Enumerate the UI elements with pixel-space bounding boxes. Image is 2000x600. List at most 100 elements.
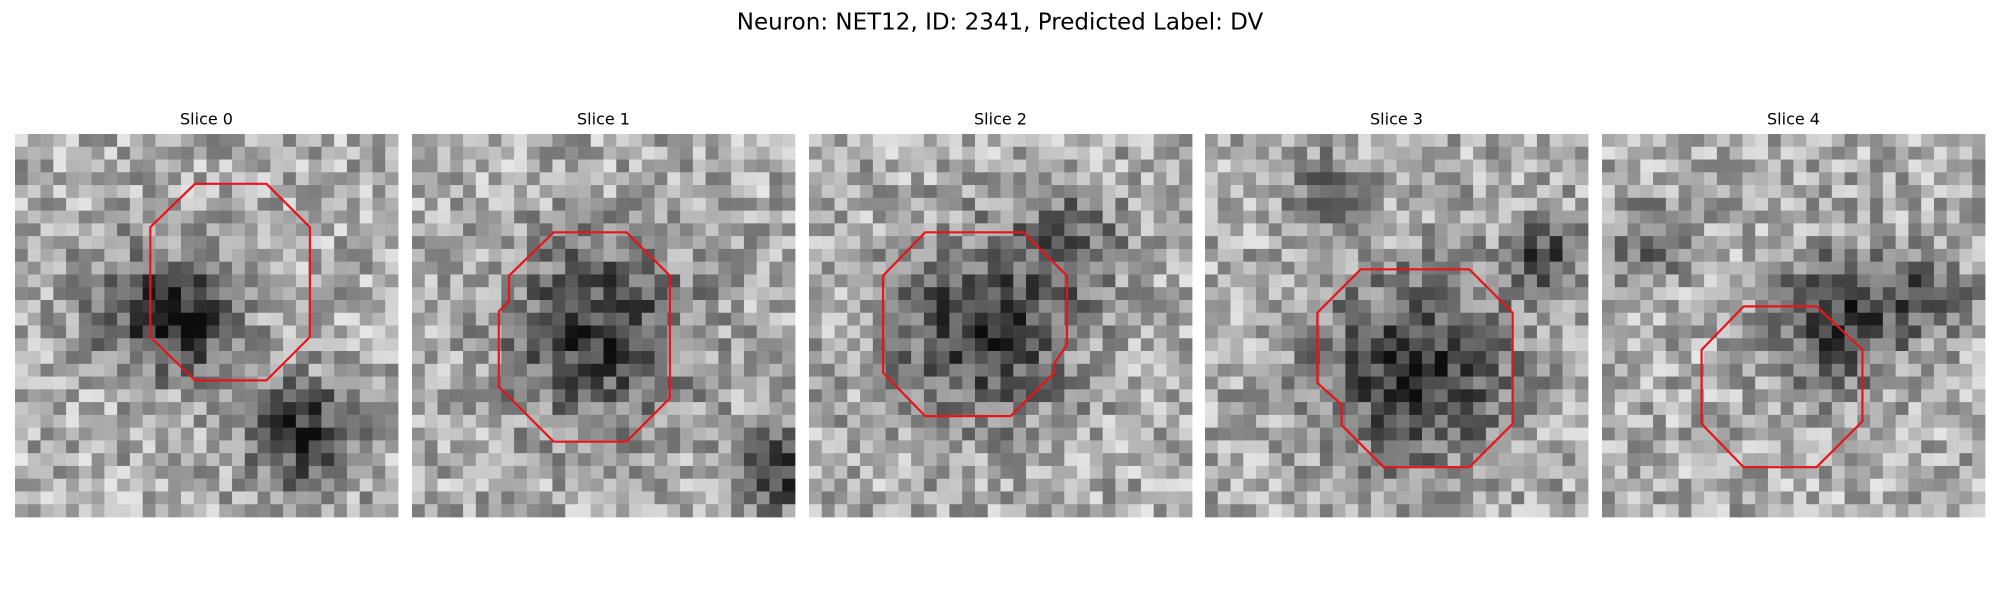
pixel <box>1704 402 1718 416</box>
pixel <box>1485 478 1500 492</box>
pixel <box>1704 338 1718 352</box>
pixel <box>577 312 592 326</box>
pixel <box>1089 325 1104 339</box>
pixel <box>1831 351 1845 365</box>
pixel <box>756 287 770 301</box>
pixel <box>1460 325 1474 339</box>
pixel <box>117 402 131 416</box>
pixel <box>1780 172 1794 186</box>
pixel <box>1345 478 1359 492</box>
pixel <box>756 376 770 390</box>
pixel <box>743 185 758 199</box>
pixel <box>552 440 566 454</box>
pixel <box>1396 210 1410 224</box>
pixel <box>1026 351 1040 365</box>
pixel <box>193 261 207 275</box>
pixel <box>168 287 182 301</box>
pixel <box>1819 274 1833 288</box>
pixel <box>1179 299 1193 314</box>
pixel <box>1793 223 1807 237</box>
pixel <box>1716 172 1731 186</box>
pixel <box>923 172 938 186</box>
pixel <box>1844 504 1858 518</box>
pixel <box>1921 223 1935 237</box>
pixel <box>206 389 220 403</box>
pixel <box>1498 478 1512 492</box>
pixel <box>949 427 963 441</box>
pixel <box>463 299 477 314</box>
pixel <box>1370 312 1385 326</box>
pixel <box>334 491 348 505</box>
pixel <box>526 134 541 148</box>
pixel <box>78 172 92 186</box>
pixel <box>1870 414 1884 429</box>
pixel <box>782 223 796 237</box>
pixel <box>1895 338 1909 352</box>
pixel <box>321 491 335 505</box>
pixel <box>552 223 566 237</box>
pixel <box>437 146 451 160</box>
pixel <box>1447 248 1461 263</box>
pixel <box>1166 376 1180 390</box>
pixel <box>53 236 67 250</box>
pixel <box>1217 325 1231 339</box>
pixel <box>1908 274 1922 288</box>
pixel <box>15 261 29 275</box>
pixel <box>450 363 464 377</box>
pixel <box>206 185 220 199</box>
pixel <box>629 414 643 429</box>
pixel <box>244 197 258 211</box>
pixel <box>1895 261 1909 275</box>
pixel <box>705 185 719 199</box>
pixel <box>1870 351 1884 365</box>
pixel <box>1153 402 1167 416</box>
pixel <box>1102 402 1116 416</box>
pixel <box>475 427 489 441</box>
pixel <box>1716 427 1731 441</box>
pixel <box>359 402 373 416</box>
pixel <box>232 504 246 518</box>
pixel <box>450 402 464 416</box>
pixel <box>1602 478 1616 492</box>
pixel <box>1921 465 1935 480</box>
pixel <box>1038 389 1052 403</box>
pixel <box>1575 261 1589 275</box>
pixel <box>1959 440 1973 454</box>
pixel <box>1755 491 1769 505</box>
pixel <box>1243 440 1257 454</box>
pixel <box>475 478 489 492</box>
pixel <box>15 376 29 390</box>
pixel <box>1243 504 1257 518</box>
pixel <box>1882 210 1897 224</box>
pixel <box>1485 414 1500 429</box>
pixel <box>1691 248 1705 263</box>
pixel <box>1511 185 1525 199</box>
pixel <box>1128 389 1142 403</box>
pixel <box>1780 210 1794 224</box>
pixel <box>1933 376 1948 390</box>
pixel <box>1166 261 1180 275</box>
pixel <box>809 223 823 237</box>
pixel <box>1358 427 1372 441</box>
pixel <box>616 210 630 224</box>
pixel <box>1281 338 1295 352</box>
pixel <box>1460 402 1474 416</box>
pixel <box>437 261 451 275</box>
pixel <box>731 402 745 416</box>
pixel <box>974 299 989 314</box>
pixel <box>359 504 373 518</box>
pixel <box>680 414 694 429</box>
pixel <box>1665 159 1679 173</box>
pixel <box>1026 146 1040 160</box>
pixel <box>1268 376 1282 390</box>
pixel <box>66 325 80 339</box>
pixel <box>244 376 258 390</box>
pixel <box>66 376 80 390</box>
pixel <box>437 299 451 314</box>
pixel <box>949 223 963 237</box>
pixel <box>885 363 899 377</box>
pixel <box>539 414 553 429</box>
pixel <box>1485 363 1500 377</box>
pixel <box>1102 185 1116 199</box>
pixel <box>526 453 541 467</box>
